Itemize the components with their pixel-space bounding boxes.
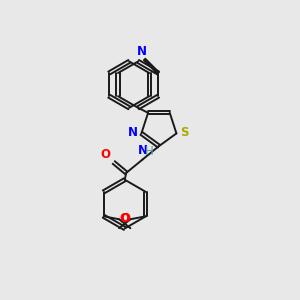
Text: N: N xyxy=(128,126,138,139)
Text: S: S xyxy=(181,126,189,139)
Text: O: O xyxy=(120,212,130,226)
Text: H: H xyxy=(145,145,154,158)
Text: N: N xyxy=(137,45,147,58)
Text: O: O xyxy=(119,212,130,226)
Text: N: N xyxy=(138,144,148,157)
Text: O: O xyxy=(101,148,111,161)
